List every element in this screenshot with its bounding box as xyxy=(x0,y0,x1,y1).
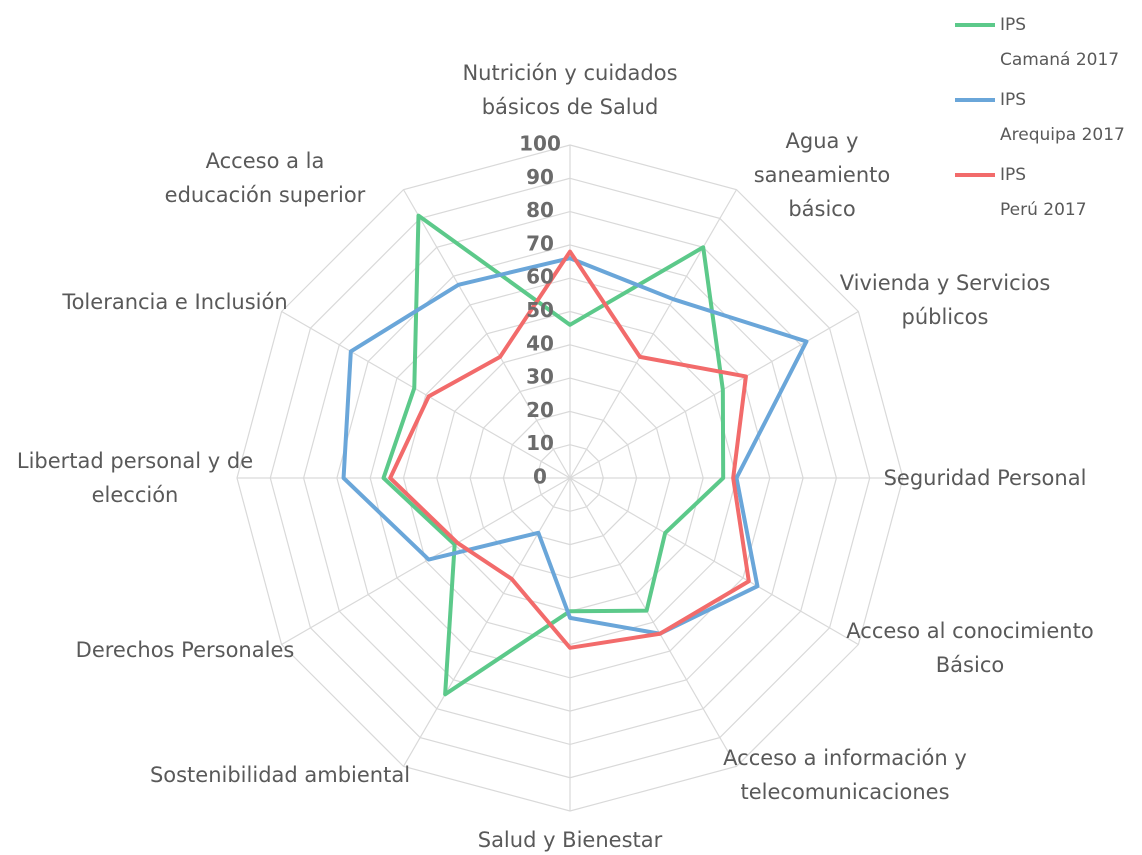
category-label: Seguridad Personal xyxy=(883,466,1087,490)
spoke xyxy=(569,310,859,479)
spoke xyxy=(569,477,738,767)
category-label: Derechos Personales xyxy=(75,638,295,662)
tick-label: 70 xyxy=(526,231,554,255)
tick-label: 10 xyxy=(526,431,554,455)
category-label: Libertad personal y de elección xyxy=(16,449,254,507)
spoke xyxy=(281,477,571,646)
category-label: Sostenibilidad ambiental xyxy=(149,763,411,787)
series-line xyxy=(388,249,751,650)
tick-label: 60 xyxy=(526,265,554,289)
legend-line: Camaná 2017 xyxy=(1000,50,1119,70)
tick-label: 50 xyxy=(526,298,554,322)
category-label: Nutrición y cuidados básicos de Salud xyxy=(462,61,678,119)
category-label: Acceso a información y telecomunicacione… xyxy=(723,746,967,804)
tick-label: 40 xyxy=(526,331,554,355)
category-label: Acceso al conocimiento Básico xyxy=(846,619,1094,677)
category-label: Tolerancia e Inclusión xyxy=(62,290,288,314)
tick-label: 0 xyxy=(533,465,547,489)
series-line xyxy=(341,256,809,636)
category-label: Salud y Bienestar xyxy=(477,828,663,852)
tick-label: 100 xyxy=(519,132,561,156)
tick-label: 20 xyxy=(526,398,554,422)
tick-label: 80 xyxy=(526,198,554,222)
legend-line: Arequipa 2017 xyxy=(1000,125,1125,145)
legend-label: IPS Arequipa 2017 xyxy=(1000,90,1125,145)
category-label: Acceso a la educación superior xyxy=(164,149,366,207)
spoke xyxy=(402,189,571,479)
spoke xyxy=(402,477,571,767)
legend-line: IPS xyxy=(1000,90,1026,110)
spoke xyxy=(569,477,859,646)
legend-line: IPS xyxy=(1000,165,1026,185)
legend-line: Perú 2017 xyxy=(1000,200,1087,220)
legend-line: IPS xyxy=(1000,15,1026,35)
spoke xyxy=(281,310,571,479)
legend-label: IPS Camaná 2017 xyxy=(1000,15,1119,70)
series-line xyxy=(381,213,726,697)
tick-label: 90 xyxy=(526,165,554,189)
tick-label: 30 xyxy=(526,365,554,389)
legend-label: IPS Perú 2017 xyxy=(1000,165,1087,220)
category-label: Agua y saneamiento básico xyxy=(753,129,891,221)
spoke xyxy=(569,189,738,479)
category-label: Vivienda y Servicios públicos xyxy=(839,271,1051,329)
